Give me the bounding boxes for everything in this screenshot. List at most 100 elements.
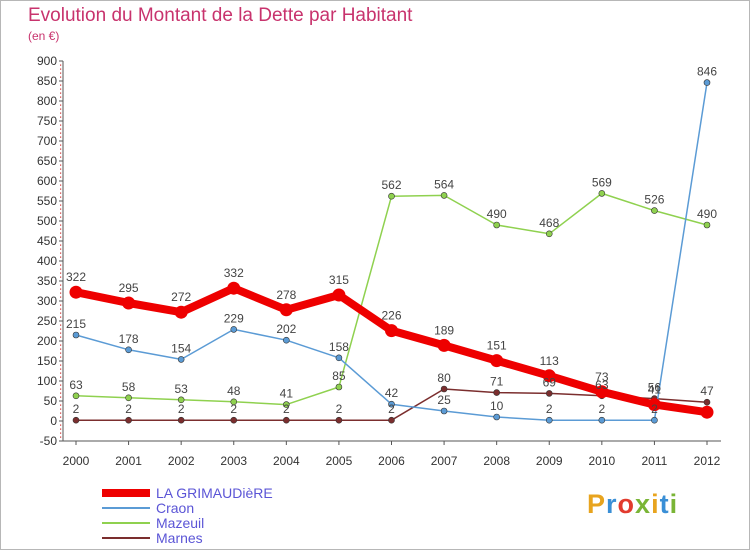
y-minor-tick [60,372,62,374]
data-label: 322 [66,270,86,284]
y-minor-tick [60,68,62,70]
data-label: 71 [490,375,504,389]
data-label: 42 [385,386,399,400]
data-point [69,285,83,299]
data-point [703,398,711,406]
data-point [545,390,553,397]
y-minor-tick [60,164,62,166]
y-minor-tick [60,172,62,174]
data-point [283,336,290,344]
y-tick-label: 100 [37,374,57,388]
logo-letter: i [651,489,660,519]
y-minor-tick [60,184,62,186]
x-tick-label: 2004 [273,454,300,468]
data-label: 41 [280,387,294,401]
data-point [174,305,188,319]
y-minor-tick [60,304,62,306]
data-point [335,383,343,391]
data-point [230,416,238,424]
data-point [493,389,500,396]
y-minor-tick [60,424,62,426]
y-minor-tick [60,276,62,278]
y-tick-label: 0 [50,414,57,428]
data-label: 48 [227,384,241,398]
x-tick-label: 2001 [115,454,142,468]
data-label: 278 [276,288,296,302]
y-tick-label: -50 [40,434,58,448]
y-minor-tick [60,344,62,346]
y-minor-tick [60,148,62,150]
y-minor-tick [60,368,62,370]
x-tick-label: 2006 [378,454,405,468]
data-label: 10 [490,399,504,413]
data-label: 490 [697,207,717,221]
y-minor-tick [60,296,62,298]
y-tick-label: 750 [37,114,57,128]
y-minor-tick [60,204,62,206]
y-minor-tick [60,292,62,294]
data-label: 2 [651,402,658,416]
data-label: 69 [543,375,557,389]
y-minor-tick [60,328,62,330]
legend-label: Marnes [156,530,203,546]
y-minor-tick [60,216,62,218]
data-point [595,385,609,399]
data-label: 2 [546,402,553,416]
data-point [651,207,658,214]
y-minor-tick [60,168,62,170]
data-point [177,356,185,363]
data-label: 151 [487,339,507,353]
data-label: 526 [644,193,664,207]
y-minor-tick [60,132,62,134]
legend-label: LA GRIMAUDièRE [156,485,273,501]
y-minor-tick [60,416,62,418]
x-tick-label: 2009 [536,454,563,468]
y-minor-tick [60,152,62,154]
x-tick-label: 2007 [431,454,458,468]
y-minor-tick [60,224,62,226]
data-point [651,416,658,424]
y-minor-tick [60,244,62,246]
data-point [385,324,398,338]
y-minor-tick [60,128,62,130]
data-point [335,416,343,424]
data-point [279,303,293,317]
x-tick-label: 2002 [168,454,195,468]
data-label: 332 [224,266,244,280]
y-minor-tick [60,64,62,66]
data-point [598,190,606,197]
proxiti-logo: Proxiti [587,489,678,520]
y-minor-tick [60,316,62,318]
legend-label: Craon [156,500,194,516]
y-minor-tick [60,228,62,230]
y-minor-tick [60,72,62,74]
data-label: 53 [174,382,188,396]
data-point [440,192,448,199]
data-point [332,288,346,302]
y-tick-label: 600 [37,174,57,188]
data-point [647,398,661,412]
data-point [177,416,185,424]
data-point [177,396,185,404]
y-minor-tick [60,92,62,94]
data-point [227,281,241,295]
y-tick-label: 250 [37,314,57,328]
y-minor-tick [60,232,62,234]
data-label: 63 [595,378,609,392]
data-label: 2 [598,402,605,416]
data-label: 226 [381,309,401,323]
data-point [283,416,290,424]
data-label: 490 [487,207,507,221]
y-minor-tick [60,208,62,210]
data-label: 202 [276,322,296,336]
y-minor-tick [60,268,62,270]
data-label: 846 [697,65,717,79]
y-minor-tick [60,248,62,250]
y-minor-tick [60,312,62,314]
y-minor-tick [60,436,62,438]
data-label: 154 [171,341,191,355]
data-point [335,354,343,362]
y-minor-tick [60,288,62,290]
data-point [388,192,395,200]
data-point [230,398,238,406]
